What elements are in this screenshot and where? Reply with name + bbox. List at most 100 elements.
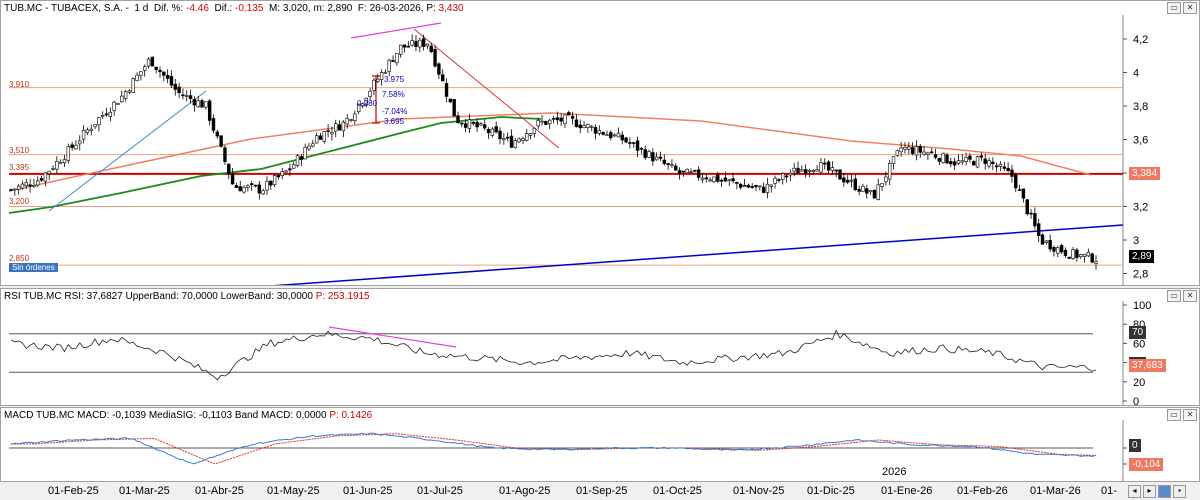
- macd-header: MACD TUB.MC MACD: -0,1039 MediaSIG: -0,1…: [4, 410, 373, 421]
- candle-body: [249, 183, 254, 185]
- candle-body: [788, 172, 793, 176]
- candle-body: [544, 120, 548, 125]
- price-header: TUB.MC - TUBACEX, S.A. - 1 d Dif. %: -4.…: [4, 3, 464, 14]
- date-tick: 01-Jun-25: [343, 485, 393, 497]
- candle-body: [746, 184, 751, 188]
- candle-body: [937, 158, 942, 162]
- candle-body: [922, 151, 926, 155]
- candle-body: [635, 140, 640, 151]
- candle-body: [628, 142, 632, 144]
- candle-body: [123, 91, 128, 99]
- minimize-icon[interactable]: ▭: [1167, 409, 1181, 421]
- candle-body: [517, 138, 521, 143]
- candle-body: [658, 156, 663, 159]
- candle-body: [303, 146, 307, 160]
- candle-body: [97, 117, 101, 126]
- rsi-panel[interactable]: RSI TUB.MC RSI: 37,6827 UpperBand: 70,00…: [0, 288, 1200, 406]
- candle-body: [651, 152, 655, 162]
- candle-body: [55, 161, 59, 170]
- scroll-start-icon[interactable]: ▸: [1143, 485, 1156, 498]
- candle-body: [299, 156, 304, 160]
- candle-body: [452, 99, 456, 117]
- rsi-chart[interactable]: 100806040200: [1, 289, 1200, 406]
- rsi-value-tag: 37,683: [1129, 359, 1166, 372]
- candle-body: [834, 169, 838, 172]
- candle-body: [448, 98, 453, 103]
- rsi-divergence-line: [328, 326, 457, 348]
- candle-body: [609, 132, 613, 139]
- candle-body: [773, 177, 777, 184]
- candle-body: [525, 133, 529, 141]
- macd-value-tag: -0,104: [1129, 458, 1164, 471]
- candle-body: [559, 117, 563, 122]
- candle-body: [868, 190, 873, 193]
- candle-body: [280, 171, 284, 176]
- candle-body: [353, 113, 357, 121]
- macd-panel[interactable]: MACD TUB.MC MACD: -0,1039 MediaSIG: -0,1…: [0, 407, 1200, 482]
- candle-body: [165, 75, 170, 79]
- close-icon[interactable]: ✕: [1183, 409, 1197, 421]
- candle-body: [414, 40, 418, 47]
- scroll-left-icon[interactable]: ◂: [1128, 485, 1141, 498]
- candle-body: [983, 158, 987, 164]
- candle-body: [643, 149, 647, 158]
- date-tick: 01-Dic-25: [807, 485, 855, 497]
- candle-body: [536, 120, 540, 127]
- candle-body: [32, 184, 36, 187]
- candle-body: [238, 186, 242, 192]
- minimize-icon[interactable]: ▭: [1167, 290, 1181, 302]
- candle-body: [93, 124, 97, 128]
- candle-body: [89, 128, 93, 131]
- candle-body: [666, 163, 670, 165]
- candle-body: [437, 63, 441, 75]
- minimize-icon[interactable]: ▭: [1167, 2, 1181, 14]
- candle-body: [173, 83, 177, 90]
- candle-body: [742, 185, 747, 187]
- annotation-diff: 0.280: [357, 99, 378, 108]
- candle-body: [1036, 223, 1041, 236]
- candle-body: [383, 71, 388, 74]
- candle-body: [716, 174, 720, 182]
- close-icon[interactable]: ✕: [1183, 2, 1197, 14]
- zoom-icon[interactable]: [1158, 485, 1171, 498]
- candle-body: [853, 178, 858, 190]
- candle-body: [227, 163, 231, 175]
- price-tick-label: 4: [1133, 68, 1139, 80]
- candle-body: [185, 95, 189, 97]
- settings-icon[interactable]: ▪: [1173, 485, 1186, 498]
- divergence-line: [350, 22, 442, 39]
- candle-body: [876, 184, 880, 200]
- candle-body: [719, 179, 724, 182]
- macd-chart[interactable]: 0-0,2: [1, 408, 1200, 482]
- candle-body: [402, 44, 407, 48]
- candle-body: [819, 162, 823, 173]
- date-tick: 01-Nov-25: [733, 485, 785, 497]
- candle-body: [739, 183, 743, 188]
- price-chart[interactable]: 4,243,83,63,43,232,8: [1, 1, 1200, 286]
- candle-body: [590, 126, 594, 128]
- candle-body: [43, 172, 48, 182]
- candle-body: [395, 53, 399, 64]
- date-tick: 01-Sep-25: [576, 485, 628, 497]
- price-panel[interactable]: TUB.MC - TUBACEX, S.A. - 1 d Dif. %: -4.…: [0, 0, 1200, 286]
- candle-body: [910, 147, 915, 154]
- long-trend-line: [273, 224, 1124, 285]
- candle-body: [547, 119, 552, 125]
- last-price-tag: 2,89: [1129, 250, 1155, 263]
- level-label-3510: 3,510: [9, 146, 30, 155]
- candle-body: [36, 180, 40, 186]
- candle-body: [494, 126, 498, 133]
- candle-body: [322, 131, 326, 142]
- candle-body: [796, 167, 800, 174]
- candle-body: [13, 188, 17, 191]
- candle-body: [127, 90, 132, 93]
- level-label-3910: 3,910: [9, 80, 30, 89]
- candle-body: [952, 161, 957, 166]
- candle-body: [292, 164, 296, 169]
- candle-body: [81, 129, 86, 140]
- candle-body: [632, 142, 636, 144]
- candle-body: [311, 143, 315, 147]
- close-icon[interactable]: ✕: [1183, 290, 1197, 302]
- candle-body: [368, 90, 372, 97]
- candle-body: [975, 156, 980, 168]
